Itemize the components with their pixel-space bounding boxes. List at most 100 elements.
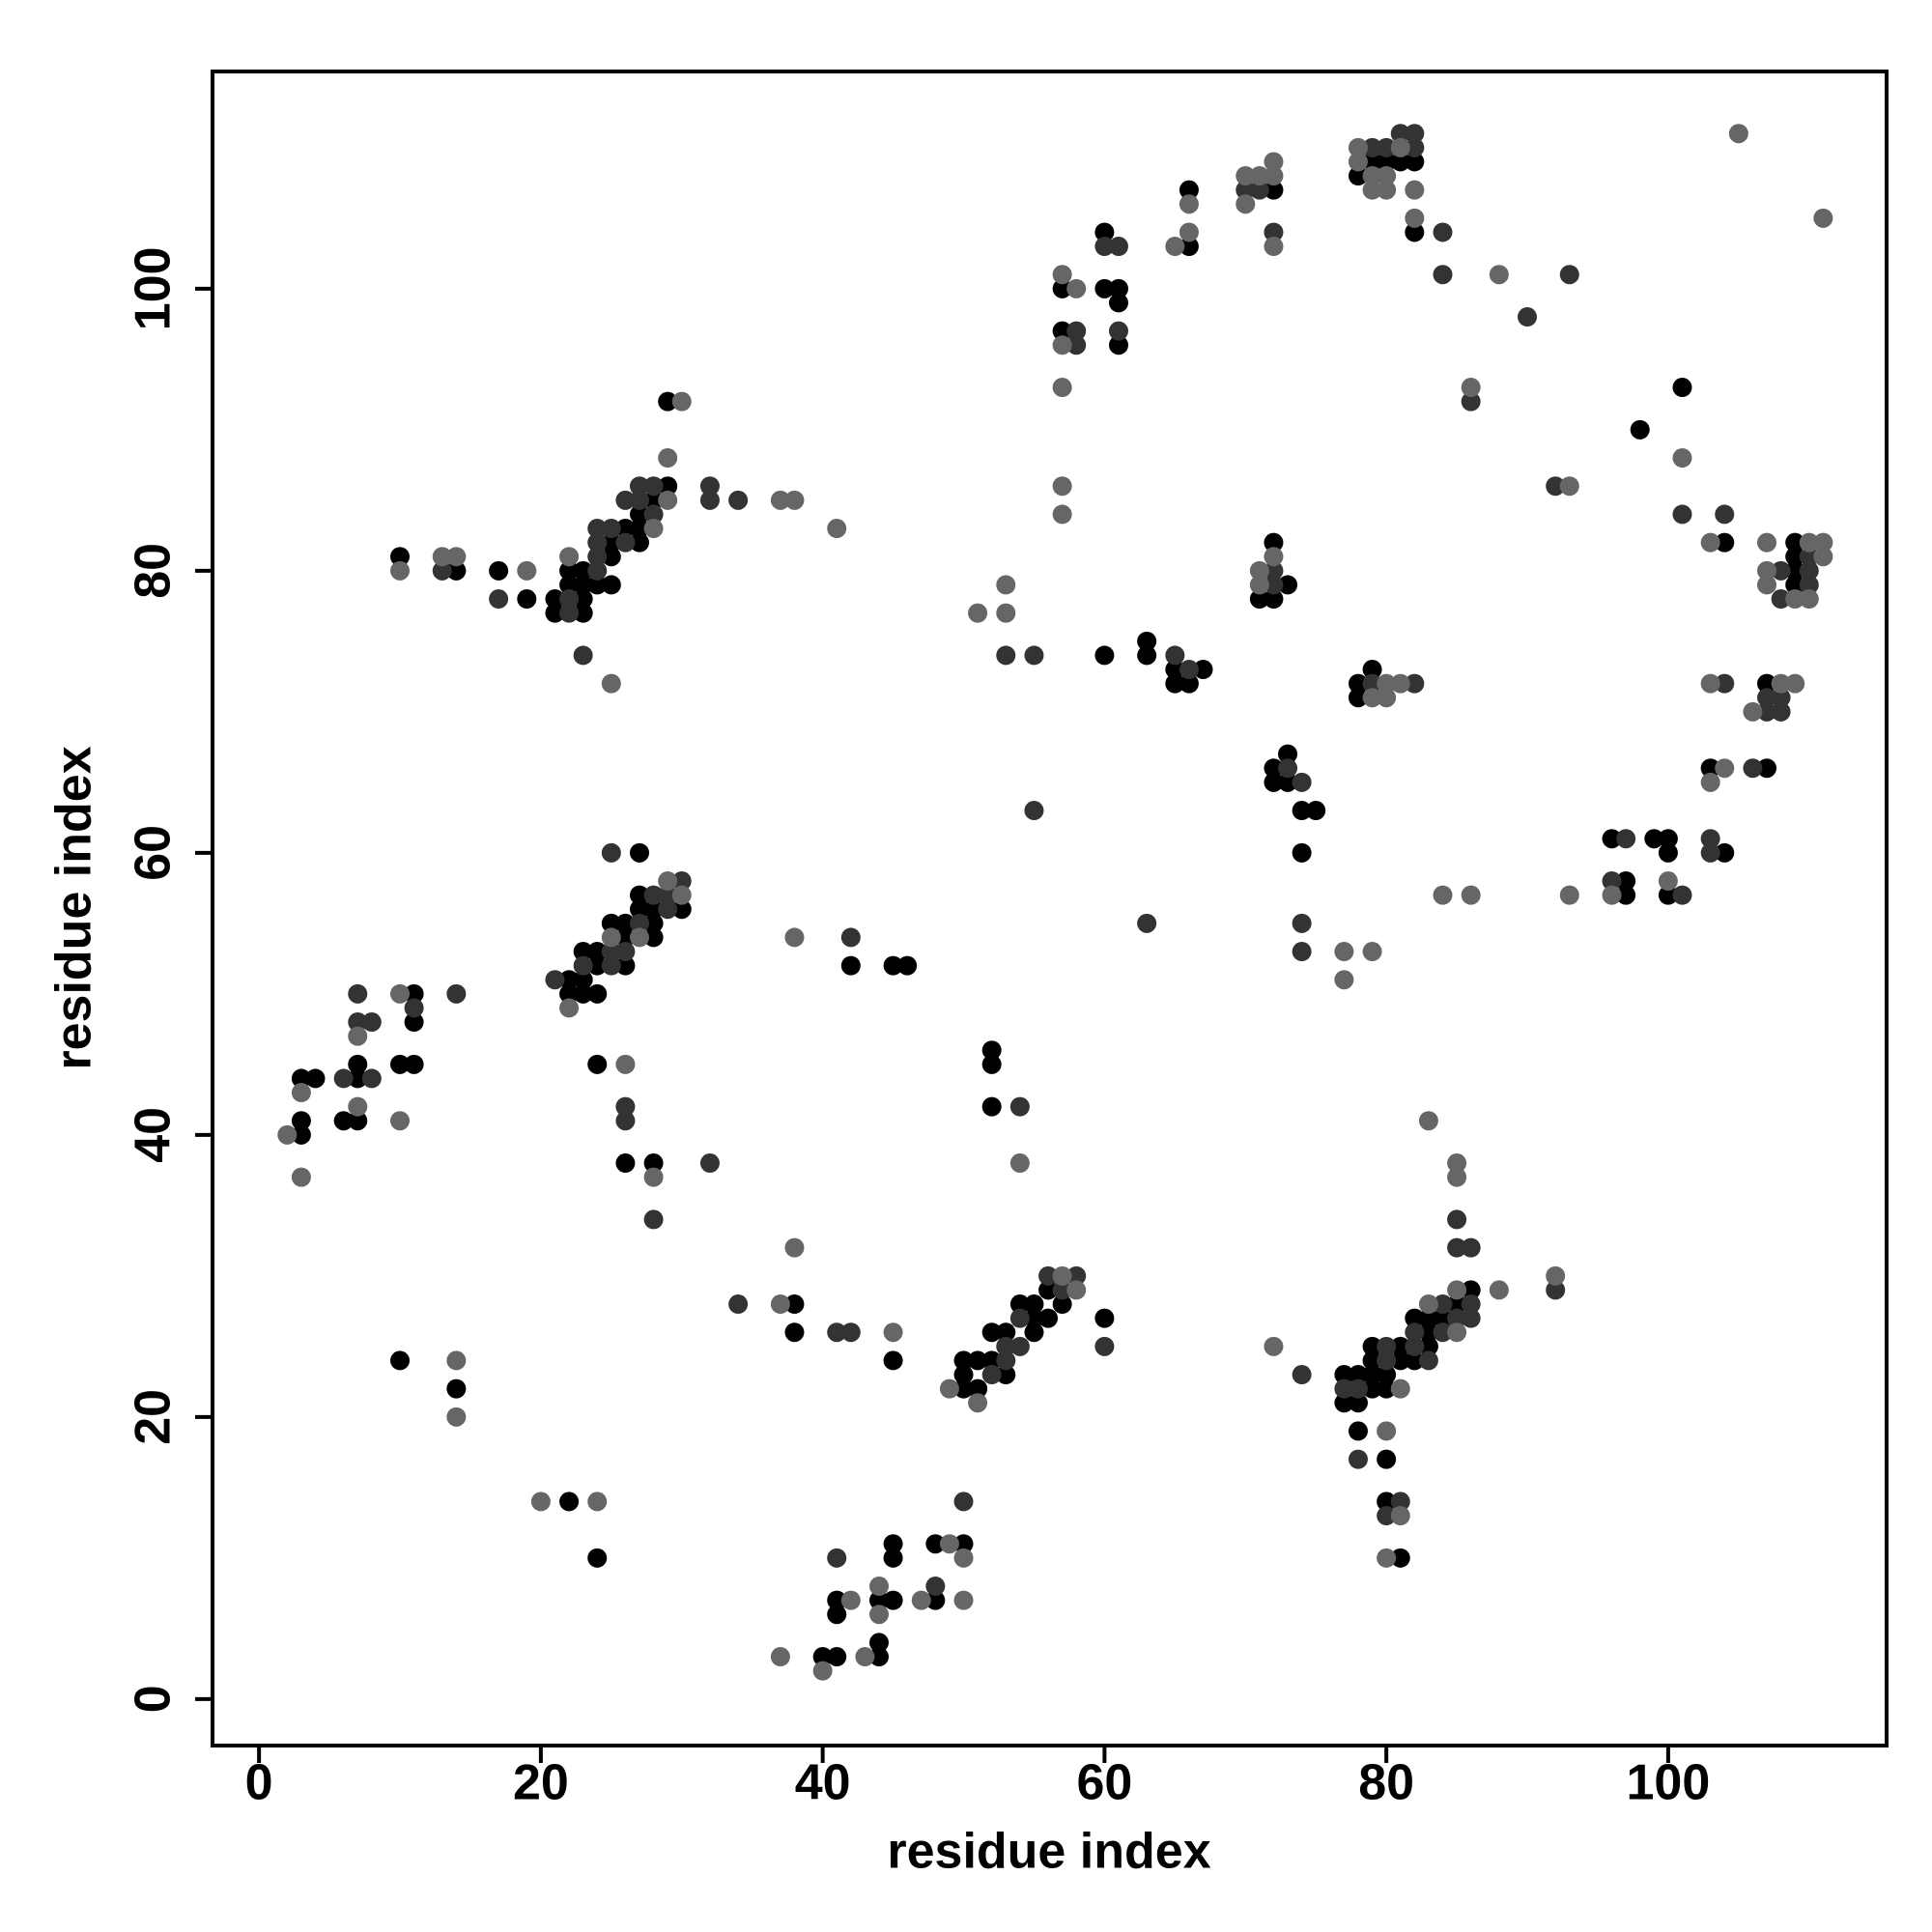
point xyxy=(1447,1237,1467,1258)
point xyxy=(1362,180,1382,200)
point xyxy=(1264,758,1284,779)
point xyxy=(291,1083,311,1103)
point xyxy=(827,1647,847,1667)
point xyxy=(1362,942,1382,962)
point xyxy=(615,1111,636,1131)
point xyxy=(1362,673,1382,694)
point xyxy=(1165,673,1185,694)
point xyxy=(812,1647,833,1667)
point xyxy=(1405,180,1425,200)
point xyxy=(1179,237,1199,257)
point xyxy=(1433,1308,1453,1328)
point xyxy=(517,589,537,610)
x-tick-label: 20 xyxy=(513,1755,569,1811)
point xyxy=(361,1068,382,1089)
point xyxy=(559,998,580,1018)
point xyxy=(883,1350,903,1371)
point xyxy=(1264,152,1284,172)
point xyxy=(996,1336,1016,1356)
point xyxy=(348,1026,368,1046)
point xyxy=(953,1492,974,1512)
point xyxy=(1377,1350,1397,1371)
point xyxy=(1179,194,1199,214)
point xyxy=(291,1111,311,1131)
point xyxy=(1362,137,1382,157)
point xyxy=(968,603,988,623)
point xyxy=(1757,560,1777,581)
point xyxy=(658,885,678,905)
point xyxy=(1405,1336,1425,1356)
point xyxy=(1264,1336,1284,1356)
point xyxy=(1433,222,1453,242)
point xyxy=(1728,124,1748,144)
point xyxy=(601,927,621,948)
point xyxy=(827,519,847,539)
point xyxy=(1292,801,1312,821)
point xyxy=(1179,660,1199,680)
point xyxy=(489,589,509,610)
point xyxy=(1165,660,1185,680)
point xyxy=(643,490,664,510)
point xyxy=(1771,560,1791,581)
point xyxy=(968,1393,988,1413)
point xyxy=(883,955,903,976)
point xyxy=(1108,335,1128,355)
point xyxy=(1658,885,1678,905)
point xyxy=(1461,1280,1481,1300)
point xyxy=(446,1406,467,1427)
point xyxy=(643,519,664,539)
point xyxy=(1390,1548,1410,1568)
point xyxy=(996,645,1016,666)
point xyxy=(601,942,621,962)
point xyxy=(770,1647,790,1667)
point xyxy=(1292,842,1312,863)
point xyxy=(1362,660,1382,680)
point xyxy=(1799,560,1819,581)
point xyxy=(1137,631,1157,651)
point xyxy=(1052,378,1072,398)
point xyxy=(1066,1280,1087,1300)
point xyxy=(1334,1365,1354,1385)
point xyxy=(1348,152,1368,172)
y-tick-label: 100 xyxy=(126,246,182,330)
point xyxy=(1052,321,1072,341)
point xyxy=(925,1577,946,1597)
point xyxy=(1377,152,1397,172)
point xyxy=(587,560,608,581)
point xyxy=(658,899,678,920)
point xyxy=(1461,885,1481,905)
point xyxy=(587,983,608,1004)
point xyxy=(1236,166,1256,186)
point xyxy=(1799,532,1819,553)
point xyxy=(643,927,664,948)
point xyxy=(1362,688,1382,708)
point xyxy=(587,942,608,962)
point xyxy=(1785,575,1805,595)
point xyxy=(1377,1548,1397,1568)
point xyxy=(1405,222,1425,242)
point xyxy=(883,1548,903,1568)
point xyxy=(1405,1350,1425,1371)
point xyxy=(1009,1294,1030,1315)
point xyxy=(784,490,805,510)
point xyxy=(559,970,580,990)
point xyxy=(1785,673,1805,694)
point xyxy=(868,1605,889,1625)
point xyxy=(1278,758,1298,779)
point xyxy=(1377,1506,1397,1526)
point xyxy=(1418,1336,1438,1356)
point xyxy=(996,603,1016,623)
point xyxy=(1700,532,1720,553)
point xyxy=(1052,1294,1072,1315)
point xyxy=(1052,1265,1072,1286)
point xyxy=(1377,166,1397,186)
point xyxy=(1137,913,1157,933)
point xyxy=(840,927,861,948)
point xyxy=(404,998,424,1018)
point xyxy=(1264,166,1284,186)
point xyxy=(1390,673,1410,694)
point xyxy=(1264,575,1284,595)
point xyxy=(1377,1365,1397,1385)
point xyxy=(1757,673,1777,694)
point xyxy=(1066,1265,1087,1286)
